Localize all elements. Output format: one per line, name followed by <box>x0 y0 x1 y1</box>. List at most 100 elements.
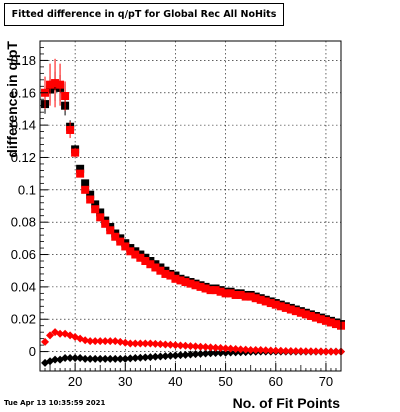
data-point <box>131 354 140 363</box>
data-point <box>161 269 170 278</box>
data-point <box>111 232 120 241</box>
data-point <box>66 354 75 363</box>
data-point <box>106 226 115 235</box>
data-point <box>86 195 95 204</box>
data-point <box>226 344 235 353</box>
data-point <box>151 352 160 361</box>
data-point <box>86 354 95 363</box>
data-point <box>256 345 265 354</box>
data-point <box>96 208 105 217</box>
data-point <box>116 237 125 246</box>
y-tick-label: 0.14 <box>11 118 36 133</box>
data-point <box>116 337 125 346</box>
data-point <box>76 354 85 363</box>
data-point <box>156 266 165 275</box>
data-point <box>316 315 325 324</box>
data-point <box>41 337 50 346</box>
data-point <box>226 289 235 298</box>
data-point <box>196 342 205 351</box>
data-point <box>151 339 160 348</box>
data-point <box>176 276 185 285</box>
data-point <box>231 290 240 299</box>
data-point <box>236 345 245 354</box>
data-point <box>76 164 85 173</box>
data-point <box>306 347 315 356</box>
data-point <box>146 353 155 362</box>
data-point <box>146 260 155 269</box>
data-point <box>166 351 175 360</box>
data-point <box>291 347 300 356</box>
data-point <box>231 345 240 353</box>
y-tick-label: 0.02 <box>11 312 36 327</box>
data-point <box>201 343 210 352</box>
data-point <box>136 353 145 362</box>
data-point <box>116 354 125 363</box>
data-point <box>111 354 120 363</box>
data-point <box>216 344 225 353</box>
data-point <box>86 190 95 199</box>
data-point <box>46 331 55 340</box>
data-point <box>186 279 195 288</box>
data-point <box>241 292 250 301</box>
data-point <box>61 354 70 363</box>
data-point <box>91 354 100 363</box>
data-point <box>246 292 255 301</box>
data-point <box>176 341 185 350</box>
data-point <box>261 346 270 355</box>
y-tick-label: 0.06 <box>11 247 36 262</box>
data-point <box>301 347 310 356</box>
axes: 20 30 40 50 60 70 0 0.02 0.04 0.06 0.08 0.1 0.12 0.14… <box>11 47 342 389</box>
data-point <box>91 337 100 346</box>
data-point <box>221 344 230 353</box>
data-point <box>166 271 175 280</box>
data-point <box>321 347 330 356</box>
y-tick-label: 0.12 <box>11 150 36 165</box>
data-point <box>51 355 60 364</box>
data-point <box>51 79 60 88</box>
y-tick-label: 0 <box>29 344 36 359</box>
data-point <box>246 345 255 354</box>
data-point <box>101 219 110 228</box>
data-point <box>61 92 70 100</box>
data-point <box>91 205 100 214</box>
data-point <box>276 302 285 311</box>
data-point <box>311 313 320 322</box>
data-point <box>126 339 135 348</box>
x-tick-label: 60 <box>269 374 283 389</box>
data-point <box>121 338 130 347</box>
data-point <box>86 337 95 346</box>
data-point <box>156 340 165 349</box>
data-point <box>121 242 130 251</box>
data-point <box>186 342 195 351</box>
y-tick-label: 0.08 <box>11 215 36 230</box>
x-tick-label: 30 <box>118 374 132 389</box>
data-point <box>286 346 295 355</box>
data-point <box>211 343 220 352</box>
data-point <box>141 353 150 362</box>
data-point <box>271 300 280 309</box>
series-3 <box>41 328 345 356</box>
data-point <box>101 354 110 363</box>
data-point <box>291 307 300 316</box>
data-point <box>161 352 170 361</box>
data-point <box>81 336 90 345</box>
data-point <box>331 320 340 329</box>
data-point <box>151 263 160 272</box>
data-point <box>216 287 225 296</box>
data-point <box>186 350 195 359</box>
data-point <box>161 340 170 349</box>
data-point <box>206 349 215 358</box>
data-point <box>316 347 325 356</box>
data-point <box>281 303 290 312</box>
data-point <box>331 347 340 356</box>
y-tick-label: 0.1 <box>18 182 36 197</box>
chart-title-box: Fitted difference in q/pT for Global Rec… <box>4 3 284 26</box>
data-point <box>141 257 150 265</box>
timestamp: Tue Apr 13 10:35:59 2021 <box>4 399 106 407</box>
y-tick-label: 0.04 <box>11 279 36 294</box>
data-point <box>131 339 140 348</box>
y-tick-label: 0.16 <box>11 85 36 100</box>
data-point <box>81 354 90 363</box>
data-point <box>206 286 215 295</box>
